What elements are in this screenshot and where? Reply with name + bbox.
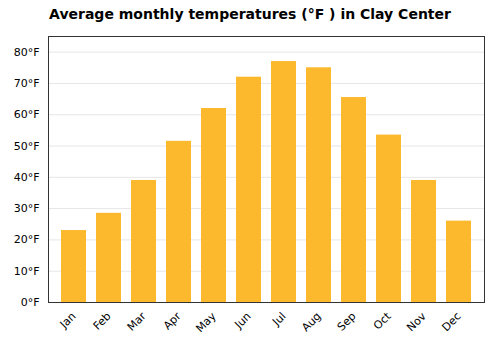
svg-text:30°F: 30°F — [14, 202, 40, 215]
svg-text:Aug: Aug — [299, 310, 323, 334]
svg-text:10°F: 10°F — [14, 265, 40, 278]
svg-text:0°F: 0°F — [21, 296, 40, 309]
svg-text:Jul: Jul — [269, 310, 288, 329]
svg-text:Sep: Sep — [335, 310, 359, 334]
svg-text:Mar: Mar — [125, 309, 149, 333]
svg-text:Oct: Oct — [371, 309, 394, 332]
svg-text:20°F: 20°F — [14, 233, 40, 246]
svg-text:50°F: 50°F — [14, 140, 40, 153]
svg-text:80°F: 80°F — [14, 46, 40, 59]
html-text:Average monthly temperatures (: Average monthly temperatures (°F ) in Cl… — [49, 6, 451, 22]
svg-text:Apr: Apr — [161, 309, 184, 332]
svg-text:Feb: Feb — [91, 310, 114, 333]
svg-text:70°F: 70°F — [14, 77, 40, 90]
svg-text:May: May — [193, 309, 219, 335]
svg-text:Jan: Jan — [57, 310, 79, 332]
svg-text:Nov: Nov — [404, 309, 429, 334]
svg-text:60°F: 60°F — [14, 108, 40, 121]
svg-text:Jun: Jun — [232, 310, 254, 332]
svg-text:Dec: Dec — [439, 310, 463, 334]
svg-text:40°F: 40°F — [14, 171, 40, 184]
